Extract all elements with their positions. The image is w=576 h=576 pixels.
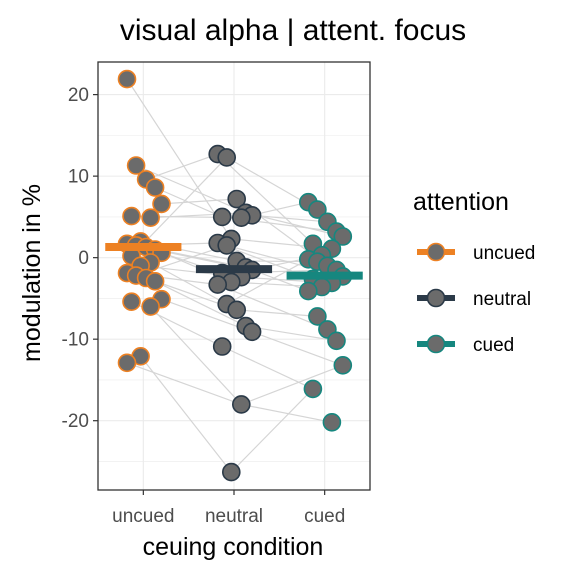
x-tick-label-neutral: neutral (205, 506, 263, 527)
data-point-cued (308, 200, 327, 219)
y-axis-title: modulation in % (18, 184, 46, 362)
chart-title: visual alpha | attent. focus (120, 14, 466, 47)
data-point-uncued (117, 353, 137, 373)
data-point-uncued (141, 208, 160, 227)
legend-label-neutral: neutral (473, 289, 531, 310)
data-point-cued (327, 331, 346, 351)
legend-title: attention (413, 188, 509, 216)
y-tick-label: -10 (62, 330, 89, 351)
y-axis: 20 10 0 -10 -20 (62, 85, 98, 432)
y-tick-label: 0 (78, 248, 89, 269)
x-axis-title: ceuing condition (143, 533, 324, 561)
data-point-uncued (152, 194, 171, 214)
data-point-uncued (145, 178, 165, 197)
data-point-neutral (227, 189, 246, 209)
data-point-uncued (141, 297, 160, 316)
data-point-neutral (232, 395, 251, 414)
legend-key-point-uncued (426, 242, 446, 262)
x-tick-label-uncued: uncued (112, 506, 174, 527)
data-point-uncued (122, 292, 141, 312)
legend: uncued neutral cued (417, 242, 535, 356)
data-point-cued (303, 379, 323, 399)
data-point-neutral (217, 148, 236, 167)
data-point-cued (298, 281, 318, 301)
data-point-neutral (208, 275, 227, 294)
x-tick-label-cued: cued (304, 506, 345, 527)
mean-bars (105, 243, 363, 280)
data-point-cued (333, 227, 353, 246)
data-point-uncued (122, 206, 141, 226)
data-point-neutral (212, 207, 232, 227)
x-axis: uncued neutral cued (112, 490, 345, 527)
legend-label-uncued: uncued (473, 243, 535, 264)
data-point-neutral (222, 462, 241, 482)
data-point-neutral (212, 337, 232, 356)
data-point-uncued (126, 156, 146, 175)
data-point-neutral (242, 322, 262, 342)
legend-key-point-cued (426, 334, 446, 354)
y-tick-label: 10 (68, 167, 89, 188)
legend-key-point-neutral (426, 288, 446, 308)
data-point-neutral (232, 208, 251, 227)
data-point-neutral (217, 236, 236, 255)
data-point-cued (322, 412, 342, 432)
data-point-cued (308, 307, 327, 326)
data-point-uncued (145, 271, 165, 291)
data-point-neutral (227, 300, 246, 320)
y-tick-label: -20 (62, 411, 89, 432)
subject-line (140, 355, 314, 474)
legend-label-cued: cued (473, 335, 514, 356)
y-tick-label: 20 (68, 85, 89, 106)
data-point-cued (333, 355, 353, 375)
data-point-uncued (117, 69, 137, 89)
